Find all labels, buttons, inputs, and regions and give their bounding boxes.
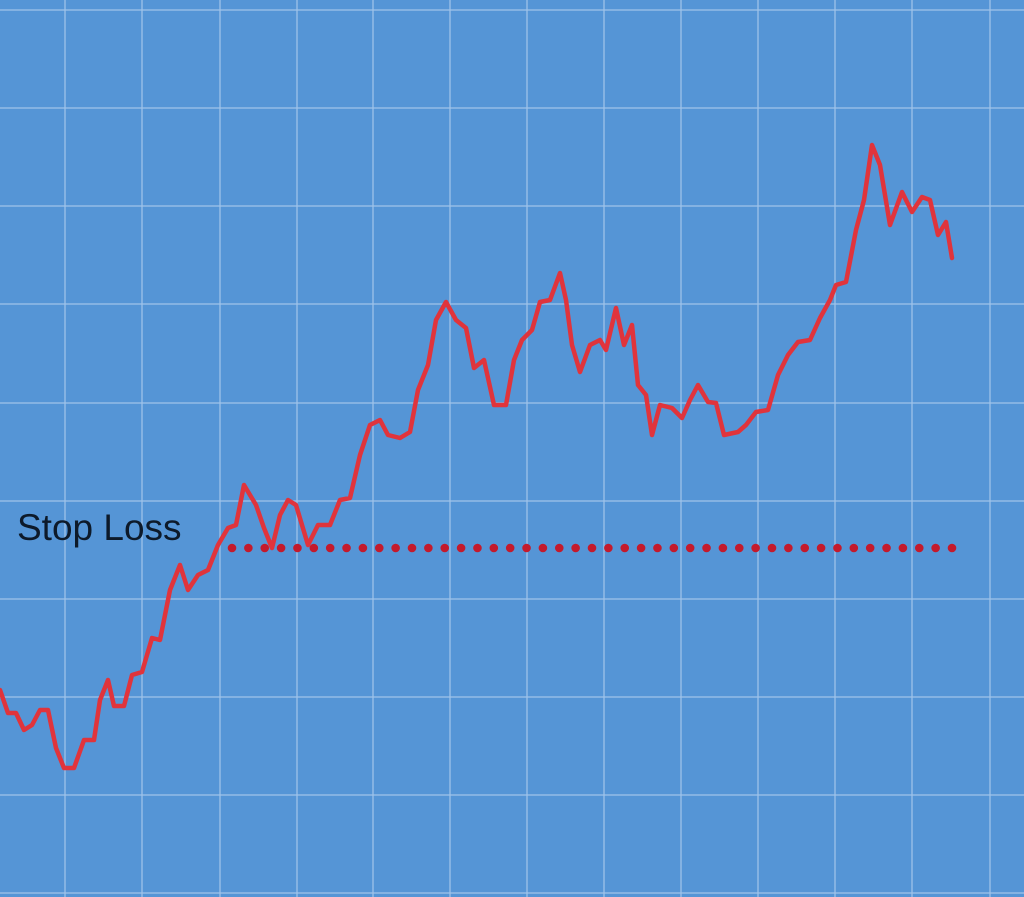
stop-loss-dot [473, 543, 482, 553]
stop-loss-dot [554, 543, 564, 553]
stop-loss-dot [522, 543, 531, 553]
stop-loss-dot [653, 543, 662, 553]
stop-loss-line [227, 543, 957, 553]
stop-loss-dot [718, 543, 728, 553]
stop-loss-dot [620, 543, 630, 553]
stop-loss-dot [882, 543, 891, 553]
stop-loss-dot [391, 543, 400, 553]
stop-loss-label: Stop Loss [17, 507, 182, 548]
stop-loss-dot [505, 543, 515, 553]
stop-loss-dot [784, 543, 793, 553]
stop-loss-dot [685, 543, 695, 553]
stop-loss-dot [407, 543, 417, 553]
stop-loss-dot [424, 543, 433, 553]
stop-loss-dot [571, 543, 580, 553]
stop-loss-dot [604, 543, 613, 553]
stop-loss-dot [669, 543, 679, 553]
stop-loss-dot [816, 543, 826, 553]
stop-loss-dot [702, 543, 711, 553]
stop-loss-dot [538, 543, 548, 553]
stop-loss-dot [293, 543, 302, 553]
stop-loss-dot [833, 543, 842, 553]
stop-loss-dot [931, 543, 940, 553]
stop-loss-dot [440, 543, 450, 553]
stop-loss-dot [309, 543, 319, 553]
stop-loss-dot [734, 543, 744, 553]
stop-loss-dot [489, 543, 499, 553]
stop-loss-dot [244, 543, 253, 553]
stop-loss-dot [587, 543, 597, 553]
stop-loss-dot [358, 543, 368, 553]
stop-loss-dot [456, 543, 466, 553]
stop-loss-dot [260, 543, 270, 553]
stop-loss-dot [947, 543, 957, 553]
stop-loss-dot [276, 543, 286, 553]
stop-loss-dot [636, 543, 646, 553]
stop-loss-dot [374, 543, 384, 553]
stop-loss-dot [227, 543, 237, 553]
stop-loss-dot [751, 543, 760, 553]
stop-loss-dot [849, 543, 859, 553]
stop-loss-dot [325, 543, 335, 553]
price-line [0, 142, 955, 771]
stop-loss-dot [800, 543, 810, 553]
stop-loss-dot [865, 543, 875, 553]
stop-loss-dot [914, 543, 924, 553]
stop-loss-dot [342, 543, 351, 553]
stop-loss-dot [898, 543, 908, 553]
stop-loss-dot [767, 543, 777, 553]
